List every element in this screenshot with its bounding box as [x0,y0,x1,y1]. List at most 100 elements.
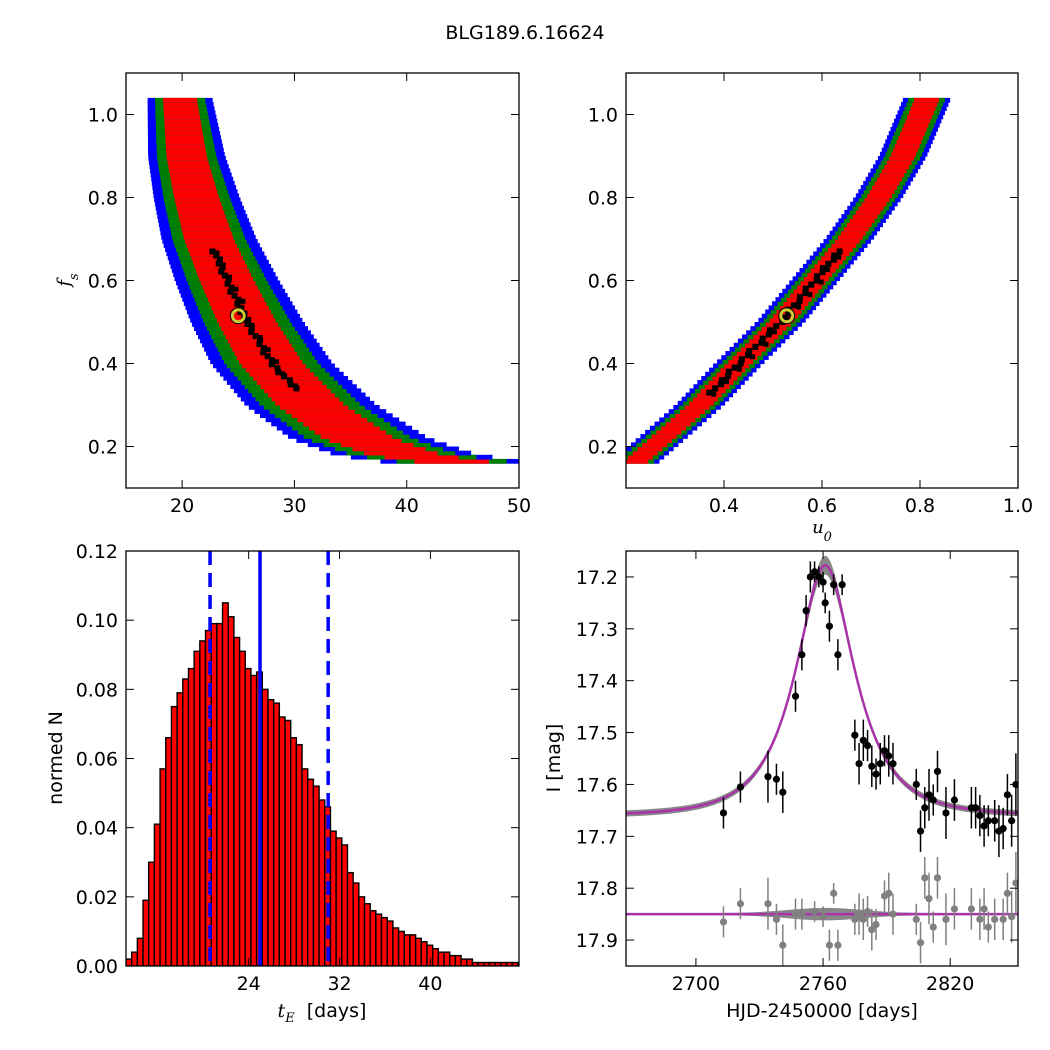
tr-core-cell [836,254,842,260]
tl-xtick-label: 30 [282,495,306,517]
hist-xlabel-sub: E [284,1011,295,1026]
hist-bar [307,778,315,966]
lc-ytick-label: 17.8 [576,878,618,900]
lc-data-point [772,775,781,783]
lc-data-point [834,651,842,659]
tl-core-cell [265,347,271,353]
tr-core-cell [796,294,803,301]
hist-bar [420,941,428,966]
tl-contour-inner-cell [165,135,204,140]
lc-xtick-label: 2760 [799,973,847,995]
lc-data-point [912,780,920,789]
lc-residual-point [859,915,867,923]
lc-data-point [821,599,829,607]
lc-residual-point [863,907,872,916]
tl-contour-inner-cell [297,417,368,423]
hist-bar [403,934,411,966]
tr-core-cell [830,256,837,263]
tr-core-cell [724,379,730,385]
hist-bar [511,961,519,966]
hist-plot-area [126,551,519,966]
hist-bar [312,785,320,966]
lc-residual-point [719,918,728,926]
tr-core-cell [736,366,742,372]
tl-contour-inner-cell [164,118,201,124]
tr-contour-inner-cell [898,135,924,140]
tl-contour-inner-cell [173,193,219,199]
tr-core-cell [767,327,774,334]
tr-core-cell [737,360,744,367]
tl-core-cell [269,357,276,364]
lc-residual-point [916,939,925,947]
tr-ytick-label: 0.8 [588,188,618,210]
hist-ytick-label: 0.08 [76,679,118,701]
tl-contour-inner-cell [364,450,438,456]
tr-contour-inner-cell [901,126,927,132]
tl-contour-inner-cell [384,454,459,460]
lc-data-point [916,827,925,835]
lc-residual-point [764,900,772,908]
tl-contour-inner-cell [168,164,210,170]
tl-core-cell [248,329,255,336]
tr-contour-inner-cell [914,97,939,103]
lc-ytick-label: 17.3 [576,619,618,641]
tl-contour-inner-cell [164,122,202,128]
tl-ytick-label: 0.6 [88,271,118,293]
lc-residual-point [736,900,745,908]
lc-residual-point [929,923,937,931]
lc-ytick-label: 17.9 [576,930,618,952]
hist-bar [278,716,286,966]
tl-contour-inner-cell [165,131,203,136]
tl-contour-inner-cell [178,214,226,219]
tl-core-cell [221,272,228,279]
tr-core-cell [779,314,786,321]
hist-bar [437,951,445,966]
tr-contour-inner-cell [864,197,890,203]
tl-plot-area [147,97,519,464]
hist-bar [182,678,190,966]
tr-contour-inner-cell [628,454,653,460]
lc-data-point [764,773,772,781]
lc-data-point [876,760,884,768]
lc-data-point [929,796,937,804]
hist-xlabel-var: t [278,1000,286,1022]
tr-core-cell [750,354,756,360]
tr-core-cell [758,339,765,346]
hist-bar [284,719,292,966]
tl-contour-inner-cell [171,180,215,186]
lc-residual-point [855,910,863,918]
tr-core-cell [796,304,802,310]
lc-residual-point [798,910,806,918]
tr-contour-inner-cell [894,143,920,149]
tr-ytick-label: 0.2 [588,437,618,459]
tl-ylabel: fs [54,273,82,289]
hist-ytick-label: 0.06 [76,749,118,771]
tr-core-cell [725,368,732,375]
hist-bar [443,951,451,966]
hist-bar [466,958,474,966]
tr-contour-inner-cell [680,409,705,414]
tr-contour-inner-cell [876,176,902,182]
tr-contour-inner-cell [684,405,710,410]
hist-bar [216,622,224,966]
tr-contour-inner-cell [849,218,875,223]
lc-data-point [825,622,834,630]
hist-xtick-label: 24 [237,973,261,995]
tl-contour-inner-cell [181,226,231,232]
lc-residual-point [885,889,893,897]
tr-contour-inner-cell [637,446,663,452]
hist-bar [126,958,133,966]
tr-core-cell [796,298,803,305]
tr-xtick-label: 1.0 [1003,495,1033,517]
lc-residual-point [779,941,787,949]
tl-core-cell [274,359,280,365]
lc-data-point [802,607,810,615]
tr-contour-inner-cell [867,193,892,199]
tl-contour-inner-cell [174,197,220,203]
lc-residual-point [889,910,897,918]
tr-core-cell [791,302,798,309]
tl-best-fit-marker [230,308,246,324]
tl-contour-inner-cell [329,438,402,443]
tr-contour-inner-cell [905,118,931,124]
tl-contour-inner-cell [275,400,344,406]
